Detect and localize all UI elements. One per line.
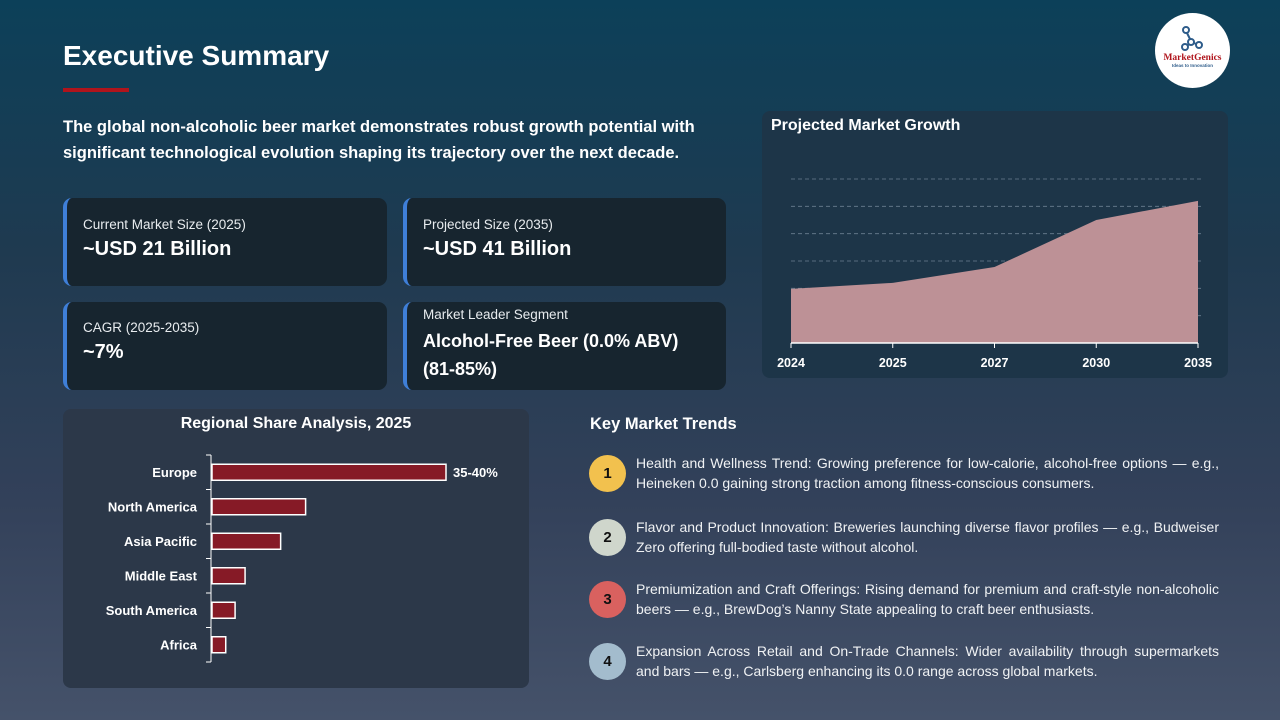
- trend-text: Expansion Across Retail and On-Trade Cha…: [636, 643, 1219, 679]
- bar-europe: [211, 463, 447, 481]
- svg-text:Ideas to Innovation: Ideas to Innovation: [1172, 63, 1213, 68]
- metric-label: Projected Size (2035): [423, 217, 553, 232]
- intro-text: The global non-alcoholic beer market dem…: [63, 118, 695, 162]
- category-label: North America: [108, 499, 198, 514]
- category-label: Africa: [160, 637, 198, 652]
- trends-title: Key Market Trends: [590, 415, 737, 433]
- trend-item: 4 Expansion Across Retail and On-Trade C…: [589, 641, 1219, 681]
- regional-chart-panel: [63, 409, 529, 688]
- category-label: Europe: [152, 465, 197, 480]
- metric-value-line2: (81-85%): [423, 359, 498, 379]
- x-tick-label: 2025: [879, 356, 907, 370]
- page-title: Executive Summary: [63, 40, 330, 71]
- company-logo: MarketGenics Ideas to Innovation: [1155, 13, 1230, 88]
- x-tick-label: 2024: [777, 356, 805, 370]
- trend-item: 3 Premiumization and Craft Offerings: Ri…: [589, 579, 1219, 619]
- regional-chart-title: Regional Share Analysis, 2025: [180, 415, 412, 432]
- trend-number-badge: 2: [589, 518, 626, 556]
- category-label: Asia Pacific: [124, 534, 197, 549]
- title-underline: [63, 88, 129, 92]
- trend-number-badge: 1: [589, 454, 626, 492]
- metric-value-line1: Alcohol-Free Beer (0.0% ABV): [423, 331, 679, 351]
- network-icon: MarketGenics Ideas to Innovation: [1163, 26, 1222, 68]
- bar-asia-pacific: [211, 532, 282, 550]
- trend-text: Premiumization and Craft Offerings: Risi…: [636, 581, 1219, 617]
- trend-number-badge: 4: [589, 642, 626, 680]
- trend-text: Flavor and Product Innovation: Breweries…: [636, 519, 1219, 555]
- trend-number-badge: 3: [589, 580, 626, 618]
- metric-card-leader-segment: Market Leader Segment Alcohol-Free Beer …: [403, 302, 726, 390]
- metric-label: CAGR (2025-2035): [83, 320, 200, 335]
- metric-label: Current Market Size (2025): [83, 217, 246, 232]
- metric-card-projected-size: Projected Size (2035) ~USD 41 Billion: [403, 198, 726, 286]
- data-label: 35-40%: [453, 465, 498, 480]
- x-tick-label: 2030: [1082, 356, 1110, 370]
- category-label: South America: [106, 603, 198, 618]
- metric-value: ~USD 21 Billion: [83, 238, 232, 260]
- area-series: [791, 200, 1198, 343]
- metric-value: Alcohol-Free Beer (0.0% ABV) (81-85%): [423, 327, 726, 383]
- bar-africa: [211, 636, 227, 654]
- metric-value: ~7%: [83, 341, 124, 363]
- trend-item: 2 Flavor and Product Innovation: Breweri…: [589, 517, 1219, 557]
- trend-text: Health and Wellness Trend: Growing prefe…: [636, 455, 1219, 491]
- bar-middle-east: [211, 567, 246, 585]
- metric-card-current-size: Current Market Size (2025) ~USD 21 Billi…: [63, 198, 387, 286]
- bar-north-america: [211, 498, 307, 516]
- metric-value: ~USD 41 Billion: [423, 238, 572, 260]
- svg-text:MarketGenics: MarketGenics: [1163, 53, 1221, 63]
- metric-card-cagr: CAGR (2025-2035) ~7%: [63, 302, 387, 390]
- growth-chart-title: Projected Market Growth: [771, 117, 961, 134]
- metric-label: Market Leader Segment: [423, 307, 568, 322]
- x-tick-label: 2027: [981, 356, 1009, 370]
- category-label: Middle East: [125, 568, 198, 583]
- x-tick-label: 2035: [1184, 356, 1212, 370]
- bar-south-america: [211, 601, 236, 619]
- trend-item: 1 Health and Wellness Trend: Growing pre…: [589, 453, 1219, 493]
